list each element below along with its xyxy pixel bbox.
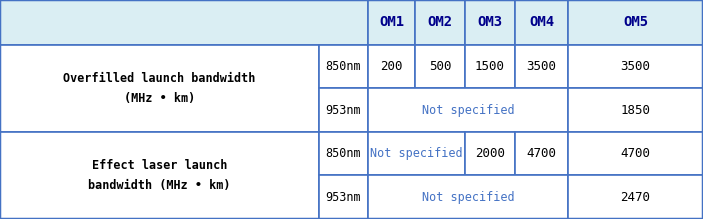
Bar bbox=[0, 132, 319, 219]
Bar bbox=[568, 175, 703, 219]
Bar bbox=[515, 132, 568, 175]
Bar bbox=[319, 88, 368, 132]
Text: OM5: OM5 bbox=[623, 16, 648, 29]
Bar bbox=[319, 175, 368, 219]
Bar bbox=[465, 0, 515, 45]
Bar bbox=[0, 0, 368, 45]
Text: 4700: 4700 bbox=[527, 147, 557, 160]
Bar bbox=[568, 132, 703, 175]
Bar bbox=[415, 0, 465, 45]
Text: 2470: 2470 bbox=[621, 191, 650, 204]
Text: 4700: 4700 bbox=[621, 147, 650, 160]
Bar bbox=[415, 45, 465, 88]
Bar bbox=[368, 132, 465, 175]
Text: 500: 500 bbox=[429, 60, 451, 73]
Text: (MHz • km): (MHz • km) bbox=[124, 92, 195, 105]
Text: bandwidth (MHz • km): bandwidth (MHz • km) bbox=[89, 179, 231, 192]
Text: Not specified: Not specified bbox=[370, 147, 463, 160]
Text: Not specified: Not specified bbox=[422, 104, 514, 117]
Bar bbox=[0, 45, 319, 132]
Text: 953nm: 953nm bbox=[325, 104, 361, 117]
Bar bbox=[568, 45, 703, 88]
Text: OM4: OM4 bbox=[529, 16, 554, 29]
Bar bbox=[368, 45, 415, 88]
Text: 953nm: 953nm bbox=[325, 191, 361, 204]
Text: 1850: 1850 bbox=[621, 104, 650, 117]
Bar bbox=[568, 0, 703, 45]
Text: 850nm: 850nm bbox=[325, 60, 361, 73]
Bar bbox=[368, 88, 568, 132]
Bar bbox=[515, 0, 568, 45]
Text: OM1: OM1 bbox=[379, 16, 404, 29]
Bar bbox=[515, 45, 568, 88]
Text: Not specified: Not specified bbox=[422, 191, 514, 204]
Text: 3500: 3500 bbox=[527, 60, 557, 73]
Text: 2000: 2000 bbox=[475, 147, 505, 160]
Text: 200: 200 bbox=[380, 60, 403, 73]
Text: 1500: 1500 bbox=[475, 60, 505, 73]
Bar bbox=[319, 132, 368, 175]
Text: OM2: OM2 bbox=[427, 16, 453, 29]
Bar bbox=[465, 132, 515, 175]
Text: Overfilled launch bandwidth: Overfilled launch bandwidth bbox=[63, 72, 256, 85]
Bar bbox=[368, 175, 568, 219]
Text: Effect laser launch: Effect laser launch bbox=[92, 159, 227, 172]
Text: OM3: OM3 bbox=[477, 16, 503, 29]
Bar bbox=[568, 88, 703, 132]
Text: 850nm: 850nm bbox=[325, 147, 361, 160]
Bar bbox=[465, 45, 515, 88]
Bar bbox=[319, 45, 368, 88]
Bar bbox=[368, 0, 415, 45]
Text: 3500: 3500 bbox=[621, 60, 650, 73]
